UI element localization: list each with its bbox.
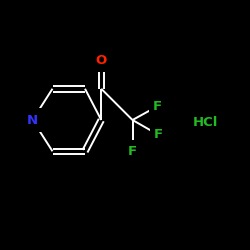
Text: F: F [153, 100, 162, 113]
Text: HCl: HCl [188, 114, 222, 132]
Text: O: O [94, 51, 108, 69]
Text: HCl: HCl [192, 116, 218, 129]
Text: F: F [154, 128, 163, 141]
Text: F: F [126, 142, 138, 160]
Text: N: N [25, 111, 40, 129]
Text: N: N [27, 114, 38, 126]
Text: O: O [96, 54, 107, 66]
Text: F: F [128, 145, 137, 158]
Text: F: F [152, 97, 164, 115]
Text: F: F [153, 126, 165, 144]
